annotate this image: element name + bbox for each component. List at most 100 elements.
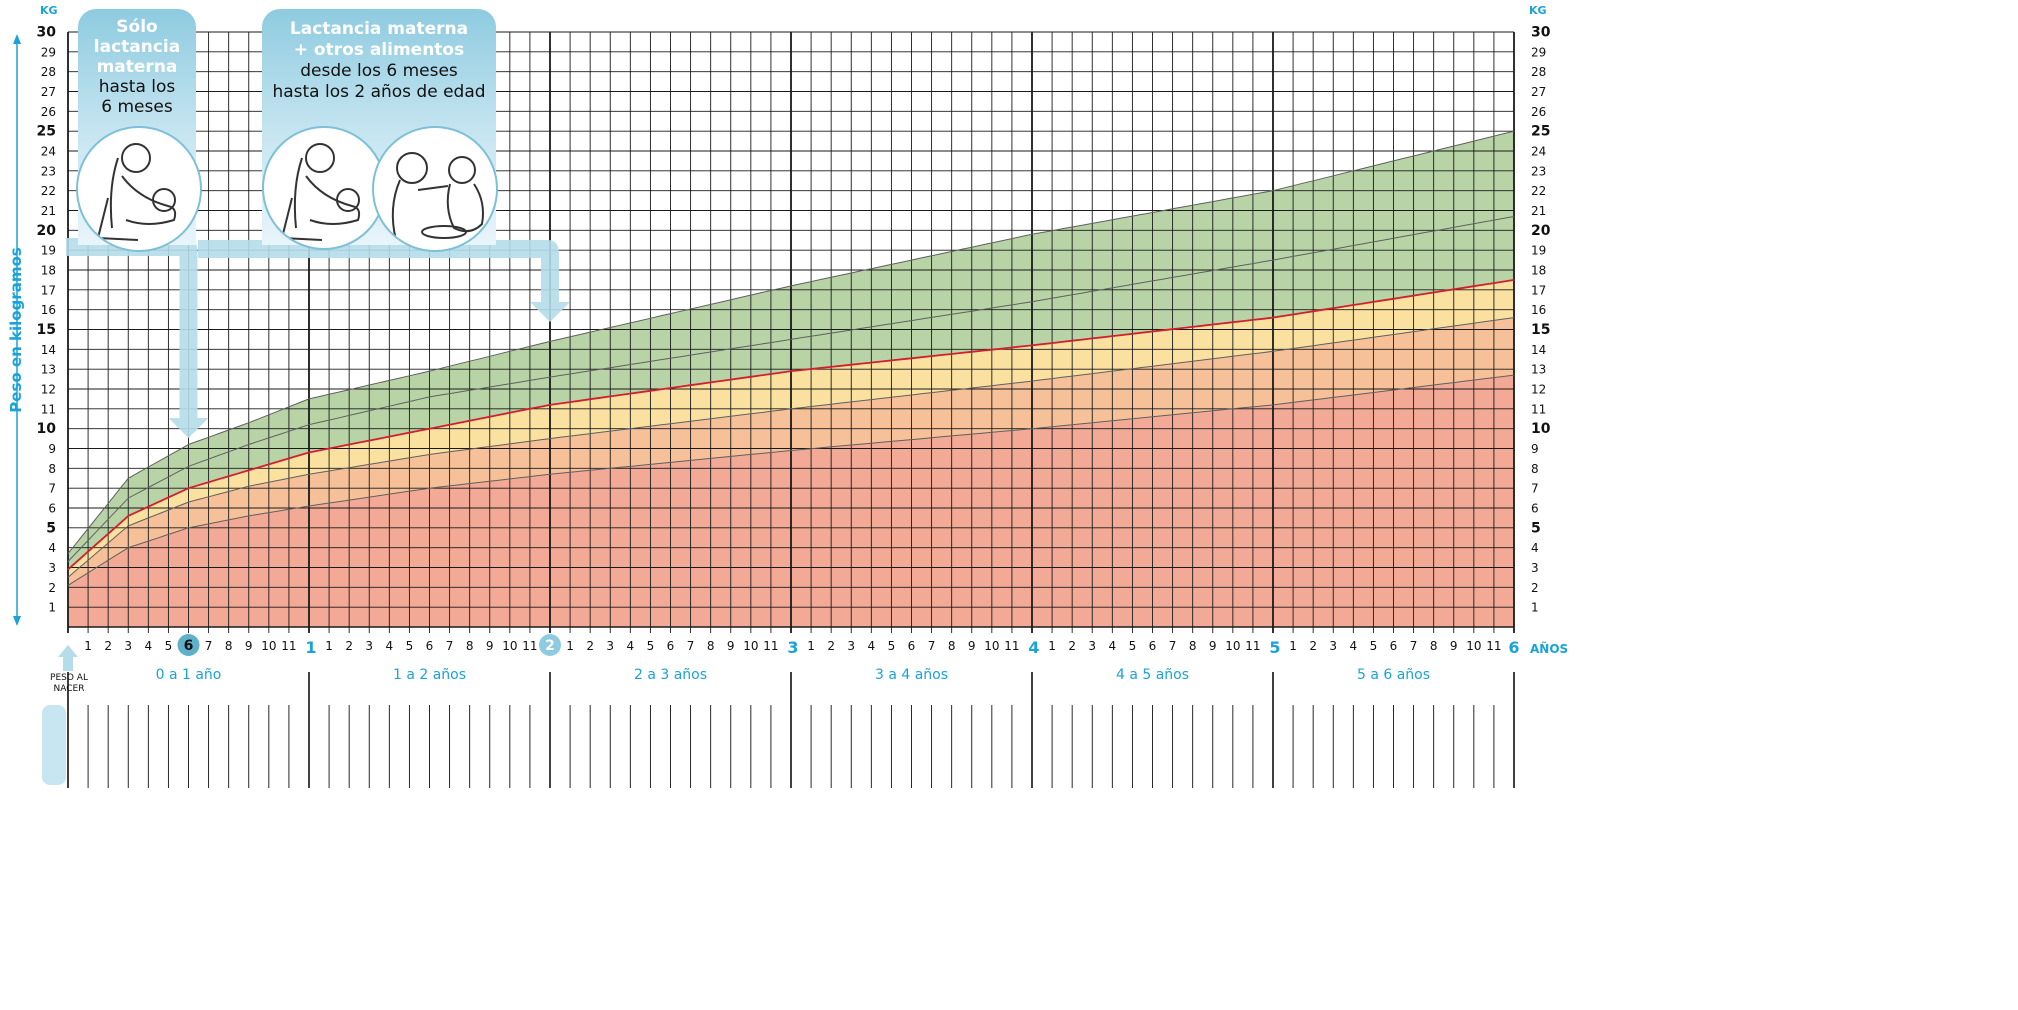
spoon-feeding-illustration: [372, 126, 498, 252]
y-tick-label-left: 14: [41, 343, 56, 357]
x-highlight-label: 6: [184, 638, 194, 654]
x-month-label: 2: [827, 639, 835, 653]
series-line-1: [67, 374, 1515, 586]
x-month-label: 5: [1129, 639, 1137, 653]
y-axis-label: Peso en kilogramos: [7, 247, 25, 412]
y-tick-label-right: 10: [1531, 421, 1551, 437]
x-month-label: 2: [345, 639, 353, 653]
x-month-label: 8: [225, 639, 233, 653]
x-month-label: 8: [1189, 639, 1197, 653]
y-tick-label-right: 7: [1531, 482, 1539, 496]
birth-weight-arrow: [58, 645, 78, 671]
callout-complementary-bold-1: Lactancia materna: [289, 19, 469, 39]
x-month-label: 1: [1048, 639, 1056, 653]
x-month-label: 3: [1329, 639, 1337, 653]
breastfeeding-illustration: [76, 126, 202, 252]
y-tick-label-left: 28: [41, 65, 56, 79]
x-month-label: 4: [1350, 639, 1358, 653]
x-month-label: 5: [647, 639, 655, 653]
x-month-label: 4: [1109, 639, 1117, 653]
y-tick-label-left: 8: [48, 462, 56, 476]
y-tick-label-left: 24: [41, 145, 56, 159]
callout-complementary-text-2: hasta los 2 años de edad: [272, 82, 486, 102]
x-month-label: 2: [104, 639, 112, 653]
x-unit-label: AÑOS: [1530, 641, 1568, 656]
y-tick-label-right: 3: [1531, 561, 1539, 575]
y-tick-label-right: 2: [1531, 581, 1539, 595]
y-tick-label-right: 13: [1531, 363, 1546, 377]
x-month-label: 11: [1486, 639, 1501, 653]
x-month-label: 10: [1225, 639, 1240, 653]
age-range-label: 1 a 2 años: [393, 667, 466, 683]
y-tick-label-right: 20: [1531, 223, 1551, 239]
x-month-label: 5: [1370, 639, 1378, 653]
y-tick-label-left: 16: [41, 303, 56, 317]
age-range-label: 4 a 5 años: [1116, 667, 1189, 683]
weight-growth-chart: 1 1 2 2 3 3 4 4 5 5 6 6 7 7 8 8 9 9 10 10 11 11 12 12 13 13 14 14 15…: [7, 4, 1568, 788]
y-tick-label-right: 28: [1531, 65, 1546, 79]
y-tick-label-left: 13: [41, 363, 56, 377]
y-tick-label-right: 26: [1531, 105, 1546, 119]
y-tick-label-left: 18: [41, 264, 56, 278]
x-month-label: 7: [205, 639, 213, 653]
x-month-label: 3: [847, 639, 855, 653]
x-year-label: 5: [1269, 638, 1280, 657]
callout-exclusive-text-1: hasta los: [98, 77, 176, 97]
y-tick-label-right: 5: [1531, 520, 1541, 536]
y-tick-label-left: 9: [48, 442, 56, 456]
chart-series-lines: [67, 130, 1515, 586]
x-month-label: 1: [807, 639, 815, 653]
breastfeeding-illustration-2: [262, 126, 386, 250]
x-month-label: 5: [888, 639, 896, 653]
x-year-label: 3: [787, 638, 798, 657]
y-tick-label-right: 17: [1531, 283, 1546, 297]
x-month-label: 9: [1450, 639, 1458, 653]
callout-arrow-2-years: [198, 240, 570, 322]
x-month-label: 11: [1245, 639, 1260, 653]
x-month-label: 6: [1390, 639, 1398, 653]
y-tick-label-left: 10: [37, 421, 57, 437]
x-month-label: 4: [627, 639, 635, 653]
series-line-2: [67, 317, 1515, 578]
y-tick-label-left: 6: [48, 502, 56, 516]
x-month-label: 9: [486, 639, 494, 653]
callout-exclusive-text-2: 6 meses: [101, 97, 173, 117]
x-month-label: 11: [522, 639, 537, 653]
x-year-label: 6: [1508, 638, 1519, 657]
callout-exclusive-bold-3: materna: [96, 57, 178, 77]
y-tick-label-right: 9: [1531, 442, 1539, 456]
y-tick-label-right: 16: [1531, 303, 1546, 317]
y-tick-label-right: 30: [1531, 25, 1551, 41]
y-tick-label-left: 3: [48, 561, 56, 575]
callout-exclusive-bold-1: Sólo: [116, 17, 158, 37]
x-month-label: 1: [566, 639, 574, 653]
y-tick-label-right: 22: [1531, 184, 1546, 198]
x-month-label: 7: [446, 639, 454, 653]
x-month-label: 1: [325, 639, 333, 653]
x-month-label: 7: [1410, 639, 1418, 653]
x-month-label: 10: [984, 639, 999, 653]
x-highlight-label: 2: [545, 638, 555, 654]
x-month-label: 7: [1169, 639, 1177, 653]
x-month-label: 2: [1309, 639, 1317, 653]
callout-exclusive-bold-2: lactancia: [93, 37, 181, 57]
y-tick-label-left: 12: [41, 383, 56, 397]
y-tick-label-left: 19: [41, 244, 56, 258]
x-month-label: 10: [1466, 639, 1481, 653]
y-tick-label-right: 19: [1531, 244, 1546, 258]
series-line-3: [67, 279, 1515, 571]
x-month-label: 10: [502, 639, 517, 653]
x-month-label: 9: [727, 639, 735, 653]
x-month-label: 5: [406, 639, 414, 653]
x-month-label: 2: [586, 639, 594, 653]
x-month-label: 8: [1430, 639, 1438, 653]
x-month-label: 4: [145, 639, 153, 653]
y-tick-label-right: 23: [1531, 164, 1546, 178]
x-year-label: 4: [1028, 638, 1039, 657]
x-month-label: 7: [928, 639, 936, 653]
y-tick-label-right: 25: [1531, 124, 1550, 140]
birth-weight-label-2: NACER: [54, 684, 85, 694]
x-month-label: 6: [667, 639, 675, 653]
x-month-label: 10: [743, 639, 758, 653]
